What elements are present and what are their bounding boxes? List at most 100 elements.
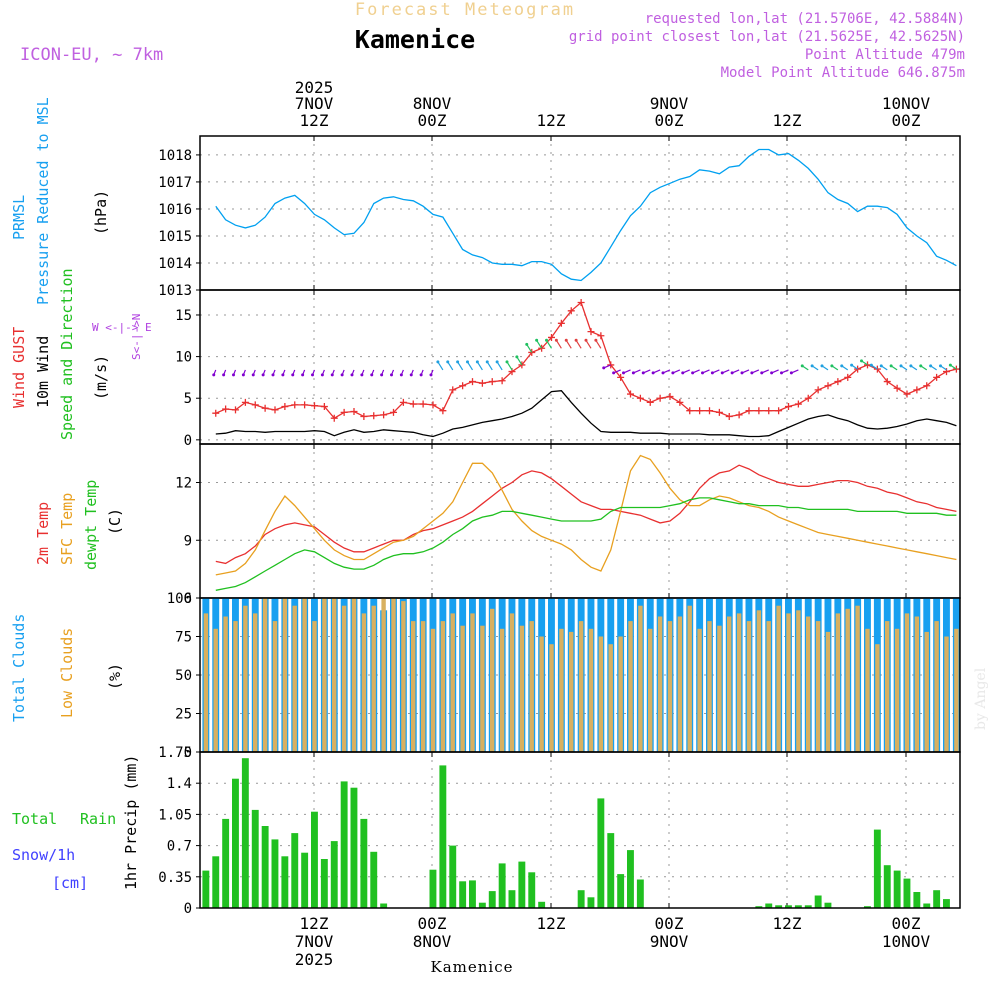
compass-we: W <-|-> E	[92, 321, 152, 334]
gust-marker	[232, 406, 239, 414]
gust-marker	[311, 402, 318, 410]
wind-arrow-head	[612, 371, 616, 375]
bar-b-52	[707, 621, 712, 752]
svg-text:12Z: 12Z	[537, 914, 566, 933]
wind-arrow-head	[879, 364, 883, 368]
wind-arrow-head	[789, 371, 793, 375]
bar-a-58	[775, 905, 783, 908]
svg-text:12Z: 12Z	[773, 914, 802, 933]
wind-arrow-head	[594, 338, 598, 342]
wind-arrow-head	[390, 373, 393, 377]
gust-marker	[330, 414, 338, 422]
wind-arrow-head	[399, 373, 403, 377]
ytick-label-5: 1018	[158, 148, 192, 164]
bar-a-10	[301, 852, 309, 908]
wind-arrow-3	[241, 369, 246, 377]
svg-text:00Z: 00Z	[418, 111, 447, 130]
gust-marker	[271, 406, 279, 414]
bar-a-6	[261, 826, 269, 908]
wind-arrow-17	[380, 369, 385, 377]
gust-marker	[459, 382, 467, 390]
gust-marker	[291, 401, 299, 409]
bar-b-32	[509, 613, 515, 752]
bar-a-2	[222, 818, 230, 908]
svg-text:00Z: 00Z	[892, 111, 921, 130]
gust-marker	[380, 411, 388, 419]
wind-arrow-head	[948, 363, 952, 367]
wind-arrow-28	[485, 360, 493, 371]
wind-arrow-19	[399, 369, 404, 377]
wind-arrow-46	[661, 369, 671, 375]
gust-marker	[261, 404, 269, 412]
wind-arrow-head	[889, 364, 893, 368]
bar-b-68	[865, 628, 870, 752]
bar-a-5	[251, 809, 259, 908]
gust-marker	[488, 378, 496, 386]
bar-b-76	[944, 636, 949, 752]
wind-arrow-shaft	[496, 361, 503, 371]
wind-arrow-head	[909, 364, 913, 368]
wind-arrow-6	[271, 369, 276, 377]
precip-total-label: Total	[12, 810, 57, 828]
bar-b-66	[845, 608, 850, 752]
sfc-temp-label: SFC Temp	[58, 493, 76, 565]
svg-text:12Z: 12Z	[300, 111, 329, 130]
ytick-label-4: 100	[167, 591, 192, 607]
bar-b-40	[588, 628, 594, 752]
bar-b-54	[727, 616, 732, 752]
bar-a-70	[893, 870, 901, 908]
bar-b-41	[598, 636, 604, 752]
low-clouds-label: Low Clouds	[58, 628, 76, 718]
bar-a-62	[814, 895, 822, 908]
wind-arrow-36	[564, 338, 572, 349]
svg-text:7NOV: 7NOV	[295, 94, 334, 113]
wind-arrow-head	[641, 371, 645, 375]
wind-arrow-shaft	[595, 339, 602, 349]
gust-marker	[903, 390, 911, 398]
bar-a-41	[607, 833, 615, 908]
bar-b-18	[371, 605, 376, 752]
panel-1: 0 5 10 15	[175, 289, 961, 449]
gust-marker	[419, 400, 427, 408]
wind-arrow-head	[495, 360, 499, 364]
cloud-labels: Total Clouds Low Clouds (%)	[10, 614, 124, 722]
bar-a-42	[617, 874, 625, 908]
wind-arrow-head	[869, 363, 873, 367]
bar-b-21	[401, 601, 406, 752]
ytick-label-3: 75	[175, 630, 192, 646]
wind-arrow-head	[222, 373, 226, 377]
wind-arrow-head	[760, 371, 764, 375]
wind-arrow-head	[602, 366, 606, 370]
wind-arrow-head	[810, 364, 814, 368]
bar-b-58	[766, 621, 771, 752]
bar-b-38	[569, 631, 574, 752]
bar-b-55	[736, 613, 742, 752]
precip-cm-label: [cm]	[52, 874, 88, 892]
bar-b-50	[687, 605, 692, 752]
gust-marker	[340, 408, 348, 416]
bar-a-43	[627, 850, 634, 908]
wind-arrow-head	[651, 371, 655, 375]
wind-arrow-26	[466, 360, 474, 371]
wind-arrow-41	[612, 369, 621, 375]
wind-arrow-54	[740, 369, 750, 375]
cloud-unit: (%)	[106, 663, 124, 690]
bar-b-77	[954, 628, 959, 752]
bar-b-44	[628, 621, 633, 752]
bar-b-45	[638, 605, 643, 752]
bar-b-10	[292, 605, 297, 752]
bar-a-3	[232, 778, 239, 908]
wind-arrow-9	[301, 369, 306, 377]
gridpoint-coords: grid point closest lon,lat (21.5625E, 42…	[569, 29, 965, 45]
model-altitude: Model Point Altitude 646.875m	[721, 65, 965, 81]
gust-marker	[498, 377, 506, 385]
bar-a-34	[538, 901, 546, 908]
wind-arrow-head	[320, 373, 324, 377]
bar-b-56	[746, 621, 752, 752]
bar-a-16	[360, 818, 368, 908]
wind-arrow-16	[370, 369, 375, 377]
wind-arrows	[212, 338, 957, 377]
wind-arrow-head	[281, 373, 285, 377]
